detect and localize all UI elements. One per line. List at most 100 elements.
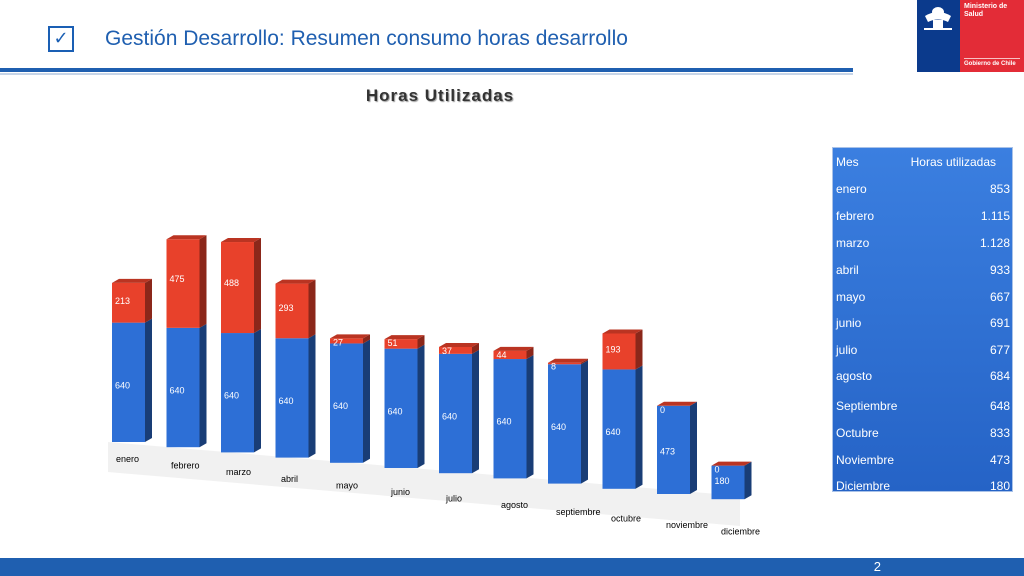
bar-top — [275, 279, 316, 284]
bar-top — [602, 329, 643, 334]
data-label-red: 51 — [388, 338, 398, 348]
table-cell-hours: 648 — [989, 399, 1010, 413]
data-label-blue: 640 — [442, 411, 457, 421]
hours-table: Mes Horas utilizadas enero 853 febrero 1.11… — [832, 147, 1013, 493]
category-label: junio — [390, 487, 410, 497]
bar-top — [439, 342, 479, 347]
bar-segment-blue — [657, 405, 690, 494]
data-label-red: 37 — [442, 346, 452, 356]
table-cell-hours: 853 — [989, 182, 1010, 196]
data-label-blue: 640 — [497, 417, 512, 427]
table-header-month: Mes — [836, 155, 859, 169]
data-label-blue: 640 — [115, 380, 130, 390]
bar-enero: 640 213 enero — [112, 278, 152, 464]
bar-segment-blue — [439, 353, 472, 474]
table-cell-month: agosto — [836, 369, 873, 383]
data-label-blue: 640 — [224, 391, 239, 401]
bar-julio: 640 37 julio — [439, 342, 479, 504]
table-cell-month: Diciembre — [836, 479, 891, 493]
table-row: junio 691 — [833, 316, 1012, 336]
data-label-blue: 640 — [333, 401, 348, 411]
bar-top — [166, 235, 207, 240]
bar-side-blue — [744, 461, 752, 500]
bar-segment-blue — [221, 333, 254, 453]
table-cell-month: Septiembre — [836, 399, 898, 413]
bar-side-blue — [254, 329, 261, 453]
table-row: Septiembre 648 — [833, 399, 1012, 419]
table-cell-hours: 677 — [989, 343, 1010, 357]
table-row: Octubre 833 — [833, 426, 1012, 446]
bar-septiembre: 640 8 septiembre — [548, 358, 601, 517]
data-label-blue: 640 — [170, 385, 185, 395]
category-label: septiembre — [556, 507, 601, 517]
category-label: enero — [116, 454, 139, 464]
bar-side-red — [417, 335, 425, 349]
logo-divider — [964, 58, 1020, 59]
bar-mayo: 640 27 mayo — [330, 334, 370, 490]
table-cell-month: febrero — [836, 209, 875, 223]
bar-side-red — [199, 235, 207, 328]
category-label: agosto — [501, 500, 528, 510]
table-row: abril 933 — [833, 263, 1012, 283]
bar-segment-blue — [711, 465, 745, 500]
bar-side-blue — [363, 339, 370, 463]
bar-top — [221, 238, 261, 243]
bar-segment-blue — [275, 338, 309, 458]
bar-segment-red — [548, 362, 581, 365]
data-label-red: 213 — [115, 296, 130, 306]
bar-segment-blue — [166, 327, 200, 448]
data-label-red: 27 — [333, 337, 343, 347]
bar-abril: 640 293 abril — [275, 279, 316, 484]
category-label: abril — [281, 474, 298, 484]
data-label-blue: 640 — [551, 422, 566, 432]
bar-side-blue — [635, 365, 643, 489]
title-underline-shadow — [0, 73, 853, 75]
data-label-red: 44 — [497, 350, 507, 360]
data-label-red: 8 — [551, 362, 556, 372]
data-label-blue: 640 — [279, 396, 294, 406]
bar-segment-red — [602, 333, 636, 370]
logo-red-panel: Ministerio de Salud Gobierno de Chile — [960, 0, 1024, 72]
bar-side-red — [472, 342, 479, 354]
footer-bar: 2 — [0, 558, 1024, 576]
category-label: noviembre — [666, 520, 708, 530]
table-cell-hours: 1.128 — [979, 236, 1010, 250]
slide-title: Gestión Desarrollo: Resumen consumo hora… — [105, 27, 628, 50]
table-cell-month: junio — [836, 316, 862, 330]
data-label-blue: 640 — [388, 406, 403, 416]
bar-side-red — [526, 346, 534, 360]
ministerio-logo: Ministerio de Salud Gobierno de Chile — [917, 0, 1024, 72]
bar-segment-blue — [384, 348, 418, 468]
bar-side-red — [635, 329, 643, 370]
bar-segment-blue — [493, 359, 527, 479]
bar-top — [384, 335, 425, 340]
bar-segment-red — [221, 242, 254, 334]
data-label-blue: 640 — [606, 427, 621, 437]
bar-junio: 640 51 junio — [384, 335, 425, 497]
table-row: enero 853 — [833, 182, 1012, 202]
chart-floor — [108, 442, 740, 526]
bar-side-red — [254, 238, 261, 334]
page-number: 2 — [873, 559, 881, 574]
table-row: mayo 667 — [833, 290, 1012, 310]
bar-top — [112, 278, 152, 283]
bar-top — [548, 358, 588, 363]
bar-febrero: 640 475 febrero — [166, 235, 207, 471]
table-cell-hours: 833 — [989, 426, 1010, 440]
table-cell-month: julio — [836, 343, 858, 357]
data-label-red: 193 — [606, 345, 621, 355]
bar-segment-blue — [602, 369, 636, 489]
title-underline — [0, 68, 853, 72]
bar-octubre: 640 193 octubre — [602, 329, 643, 523]
table-cell-hours: 180 — [989, 479, 1010, 493]
data-label-blue: 180 — [715, 476, 730, 486]
bar-segment-blue — [330, 343, 363, 463]
bar-segment-blue — [548, 364, 581, 484]
bar-top — [711, 461, 752, 466]
table-cell-hours: 1.115 — [980, 209, 1010, 223]
table-header-hours: Horas utilizadas — [910, 155, 996, 169]
data-label-red: 0 — [715, 465, 720, 475]
bar-marzo: 640 488 marzo — [221, 238, 261, 477]
bar-side-red — [581, 358, 588, 365]
chart-title: Horas Utilizadas — [365, 86, 515, 105]
